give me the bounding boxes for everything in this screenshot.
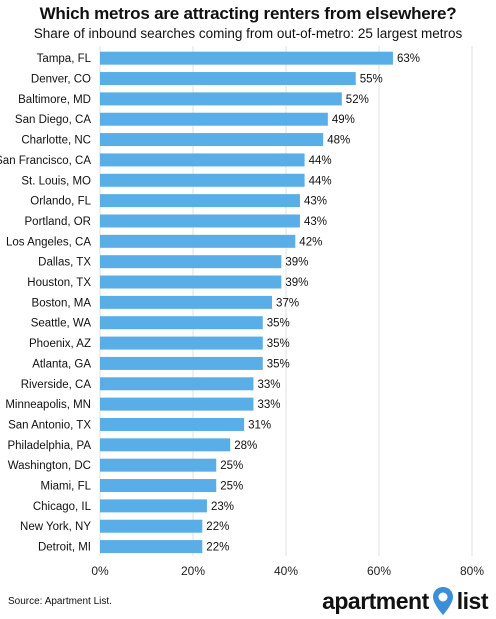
data-label: 44% [309,155,332,167]
data-label: 22% [206,542,229,554]
bar [100,255,282,269]
bar [100,214,300,228]
data-label: 43% [304,216,327,228]
x-tick-label: 60% [367,564,391,578]
data-label: 48% [327,135,350,147]
bar [100,275,282,289]
bar [100,458,217,472]
category-label: Washington, DC [8,460,91,472]
category-label: Atlanta, GA [32,358,91,370]
bar [100,153,305,167]
data-label: 43% [304,196,327,208]
category-label: Phoenix, AZ [29,338,91,350]
category-label: New York, NY [20,521,91,533]
category-label: Orlando, FL [30,196,91,208]
data-label: 37% [276,297,299,309]
source-note: Source: Apartment List. [8,596,112,607]
data-label: 63% [397,53,420,65]
data-label: 39% [285,257,308,269]
location-pin-icon [432,587,453,615]
data-label: 35% [267,338,290,350]
bar [100,51,393,65]
logo-word-apartment: apartment [322,587,429,614]
category-label: Chicago, IL [33,501,92,513]
category-label: Portland, OR [25,216,91,228]
data-label: 28% [234,440,257,452]
data-label: 33% [257,399,280,411]
data-label: 23% [211,501,234,513]
category-label: San Francisco, CA [0,155,91,167]
data-label: 35% [267,358,290,370]
data-label: 52% [346,94,369,106]
category-label: Charlotte, NC [21,135,91,147]
category-label: Dallas, TX [38,257,91,269]
x-tick-label: 40% [274,564,298,578]
x-tick-label: 0% [91,564,109,578]
logo-word-list: list [456,587,489,614]
category-label: Philadelphia, PA [7,440,91,452]
bar [100,72,356,86]
category-label: Houston, TX [27,277,91,289]
bar [100,397,254,411]
category-label: Tampa, FL [37,53,92,65]
data-label: 31% [248,419,271,431]
x-tick-label: 20% [181,564,205,578]
data-label: 33% [257,379,280,391]
category-label: Miami, FL [41,481,92,493]
data-label: 49% [332,114,355,126]
bar [100,356,263,370]
data-label: 25% [220,460,243,472]
chart-title: Which metros are attracting renters from… [39,4,457,23]
category-label: Los Angeles, CA [6,236,91,248]
data-label: 25% [220,481,243,493]
category-label: Riverside, CA [21,379,92,391]
bar [100,92,342,106]
data-label: 55% [360,74,383,86]
data-label: 39% [285,277,308,289]
bar [100,112,328,126]
data-label: 42% [299,236,322,248]
category-label: Minneapolis, MN [5,399,91,411]
category-label: San Diego, CA [15,114,91,126]
bar [100,295,273,309]
bar [100,377,254,391]
category-label: Detroit, MI [38,542,91,554]
bar [100,479,217,493]
bar [100,173,305,187]
data-label: 22% [206,521,229,533]
category-label: Seattle, WA [31,318,92,330]
category-label: San Antonio, TX [8,419,91,431]
x-tick-label: 80% [460,564,484,578]
category-label: Baltimore, MD [18,94,91,106]
bar [100,336,263,350]
category-label: Boston, MA [32,297,92,309]
bar [100,194,300,208]
bar-chart: 0% 20% 40% 60% 80% Tampa, FL 63% Denver, CO 55% B… [0,46,484,578]
bar [100,519,203,533]
bar [100,417,245,431]
bar [100,133,324,147]
bar [100,234,296,248]
data-label: 35% [267,318,290,330]
data-label: 44% [309,175,332,187]
bar [100,540,203,554]
category-label: St. Louis, MO [21,175,91,187]
bar [100,438,231,452]
category-label: Denver, CO [31,74,91,86]
apartment-list-logo: apartment list [322,586,489,616]
chart-subtitle: Share of inbound searches coming from ou… [33,26,463,41]
bar [100,316,263,330]
bar [100,499,207,513]
